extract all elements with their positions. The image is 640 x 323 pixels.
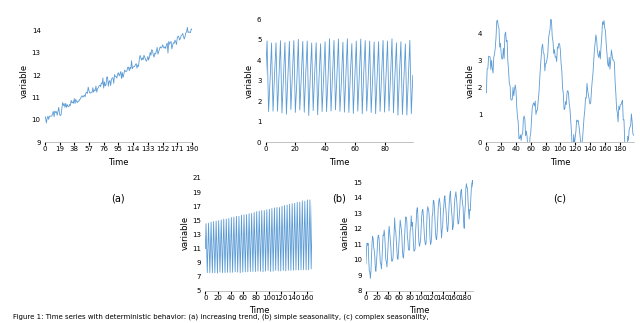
X-axis label: Time: Time xyxy=(108,158,129,167)
X-axis label: Time: Time xyxy=(409,307,429,316)
Text: Figure 1: Time series with deterministic behavior: (a) increasing trend, (b) sim: Figure 1: Time series with deterministic… xyxy=(13,313,428,320)
Text: (b): (b) xyxy=(332,194,346,204)
Text: (c): (c) xyxy=(554,194,566,204)
Y-axis label: variable: variable xyxy=(245,64,254,98)
Text: (a): (a) xyxy=(111,194,125,204)
Y-axis label: variable: variable xyxy=(20,64,29,98)
X-axis label: Time: Time xyxy=(249,307,269,316)
Y-axis label: variable: variable xyxy=(341,215,350,250)
Y-axis label: variable: variable xyxy=(180,215,189,250)
Y-axis label: variable: variable xyxy=(466,64,475,98)
X-axis label: Time: Time xyxy=(550,158,570,167)
X-axis label: Time: Time xyxy=(329,158,349,167)
